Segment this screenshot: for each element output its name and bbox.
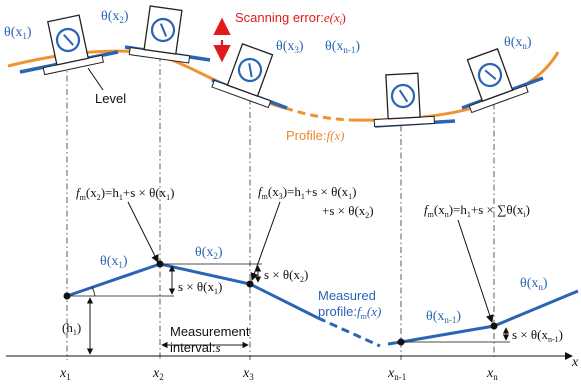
instrument-2 <box>128 5 191 64</box>
bottom-theta1: θ(x1) <box>100 254 128 270</box>
top-thetan1: θ(xn-1) <box>325 39 360 55</box>
bottom-thetan1: θ(xn-1) <box>426 309 461 325</box>
top-theta2: θ(x2) <box>101 9 129 25</box>
instrument-3 <box>211 43 274 109</box>
reference-lines <box>66 42 495 360</box>
measured-solid-left <box>66 262 319 320</box>
tick-x1: x1 <box>59 366 71 382</box>
bottom-theta2: θ(x2) <box>195 245 223 261</box>
instrument-n1 <box>373 72 436 128</box>
formula-f3-line2: +s × θ(x2) <box>322 203 374 220</box>
tick-x3: x3 <box>242 366 254 382</box>
s-theta2-label: s × θ(x2) <box>264 267 308 284</box>
scanning-error-label: Scanning error:e(xi) <box>235 10 346 27</box>
orange-profile-right <box>349 51 560 122</box>
formula-fn: fm(xn)=h1+s × ∑θ(xi) <box>424 202 530 219</box>
x-axis-ticks: x1 x2 x3 xn-1 xn <box>59 366 498 382</box>
level-pointer <box>87 67 104 91</box>
construction-lines <box>67 263 510 355</box>
profile-label: Profile:f(x) <box>286 128 345 143</box>
measured-dashed <box>317 316 381 348</box>
formula-f3: fm(x3)=h1+s × θ(x1) <box>258 184 357 201</box>
formula-fn-pointer <box>457 219 494 323</box>
measured-solid-right <box>387 289 579 346</box>
s-theta1-label: s × θ(x1) <box>178 279 222 296</box>
tick-x2: x2 <box>152 366 164 382</box>
interval-label: interval:s <box>170 340 221 355</box>
tick-xn1: xn-1 <box>387 366 406 382</box>
point-x3 <box>246 280 254 288</box>
measured-label: Measured <box>318 288 376 303</box>
bottom-thetan: θ(xn) <box>520 276 548 292</box>
measurement-label: Measurement <box>170 324 250 339</box>
instrument-1 <box>42 14 104 76</box>
formula-f2: fm(x2)=h1+s × θ(x1) <box>76 185 175 202</box>
measured-profile <box>66 262 579 348</box>
point-xn <box>490 322 498 330</box>
instrument-n <box>466 48 529 114</box>
h1-label: (h1) <box>62 320 81 337</box>
s-thetan1-label: s × θ(xn-1) <box>512 327 563 344</box>
orange-profile-dashed <box>284 106 351 122</box>
top-theta3: θ(x3) <box>276 39 304 55</box>
level-label: Level <box>95 91 126 106</box>
formula-f2-pointer <box>127 201 159 263</box>
x-axis-label: x <box>571 355 579 370</box>
top-theta1: θ(x1) <box>4 25 32 41</box>
measured-profile-label: profile:fm(x) <box>318 304 381 321</box>
top-thetan: θ(xn) <box>504 35 532 51</box>
tick-xn: xn <box>486 366 498 382</box>
